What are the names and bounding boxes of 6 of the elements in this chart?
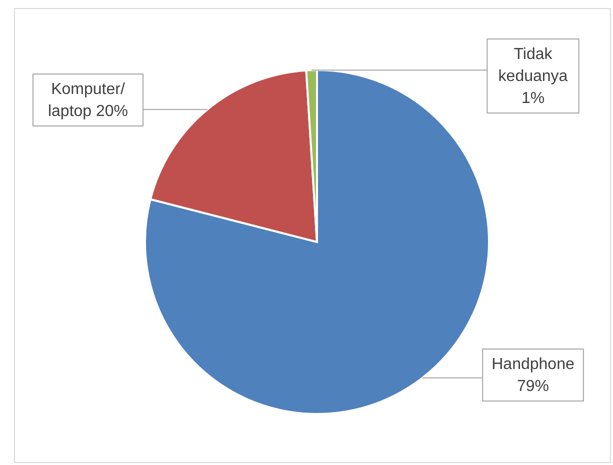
slice-label: Komputer/ laptop 20% xyxy=(48,81,128,120)
data-label: 1% xyxy=(521,90,545,107)
data-label: 79% xyxy=(516,378,550,395)
pie-slice xyxy=(144,69,490,415)
slice-label: Tidak keduanya xyxy=(498,46,568,85)
slice-label: Handphone xyxy=(492,356,574,373)
